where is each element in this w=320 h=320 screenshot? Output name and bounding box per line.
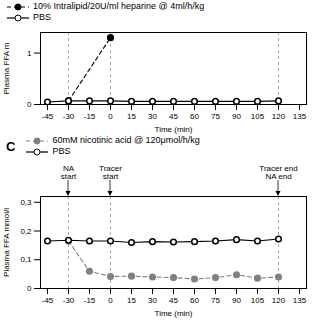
svg-text:-30: -30 <box>63 112 75 121</box>
svg-text:-45: -45 <box>42 296 54 305</box>
svg-text:90: 90 <box>232 112 241 121</box>
html-text:C: C <box>6 138 16 154</box>
svg-text:NAstart: NAstart <box>61 164 77 181</box>
svg-text:60: 60 <box>190 112 199 121</box>
svg-text:30: 30 <box>148 112 157 121</box>
svg-text:Time (min): Time (min) <box>155 125 193 134</box>
svg-text:Time (min): Time (min) <box>155 309 193 318</box>
svg-text:0: 0 <box>108 112 113 121</box>
svg-text:45: 45 <box>169 112 178 121</box>
html-text:10% Intralipid/20U/ml heparine: 10% Intralipid/20U/ml heparine @ 4ml/h/k… <box>33 1 205 11</box>
svg-text:120: 120 <box>272 112 286 121</box>
svg-text:15: 15 <box>127 112 136 121</box>
svg-text:-15: -15 <box>84 296 96 305</box>
html-text:PBS: PBS <box>52 146 71 156</box>
svg-text:135: 135 <box>293 296 307 305</box>
svg-text:1: 1 <box>27 49 32 58</box>
svg-text:120: 120 <box>272 296 286 305</box>
svg-text:0: 0 <box>108 296 113 305</box>
svg-text:-45: -45 <box>42 112 54 121</box>
svg-text:Plasma FFA mmol/l: Plasma FFA mmol/l <box>2 208 11 277</box>
svg-text:0: 0 <box>27 284 32 293</box>
svg-text:0,3: 0,3 <box>20 198 32 207</box>
html-text:PBS: PBS <box>33 12 51 22</box>
svg-text:Tracerstart: Tracerstart <box>99 164 122 181</box>
svg-text:0,2: 0,2 <box>20 227 32 236</box>
svg-text:-15: -15 <box>84 112 96 121</box>
svg-text:60: 60 <box>190 296 199 305</box>
svg-text:0,1: 0,1 <box>20 255 32 264</box>
svg-text:-30: -30 <box>63 296 75 305</box>
svg-text:45: 45 <box>169 296 178 305</box>
svg-text:Tracer endNA end: Tracer endNA end <box>259 164 297 181</box>
svg-text:135: 135 <box>293 112 307 121</box>
html-text:60mM nicotinic acid @ 120μmol/: 60mM nicotinic acid @ 120μmol/h/kg <box>52 135 200 145</box>
svg-text:0: 0 <box>27 100 32 109</box>
svg-text:105: 105 <box>251 112 265 121</box>
svg-text:30: 30 <box>148 296 157 305</box>
svg-text:105: 105 <box>251 296 265 305</box>
svg-text:15: 15 <box>127 296 136 305</box>
svg-text:75: 75 <box>211 112 220 121</box>
svg-text:75: 75 <box>211 296 220 305</box>
svg-text:90: 90 <box>232 296 241 305</box>
svg-text:Plasma FFA m: Plasma FFA m <box>2 42 11 94</box>
